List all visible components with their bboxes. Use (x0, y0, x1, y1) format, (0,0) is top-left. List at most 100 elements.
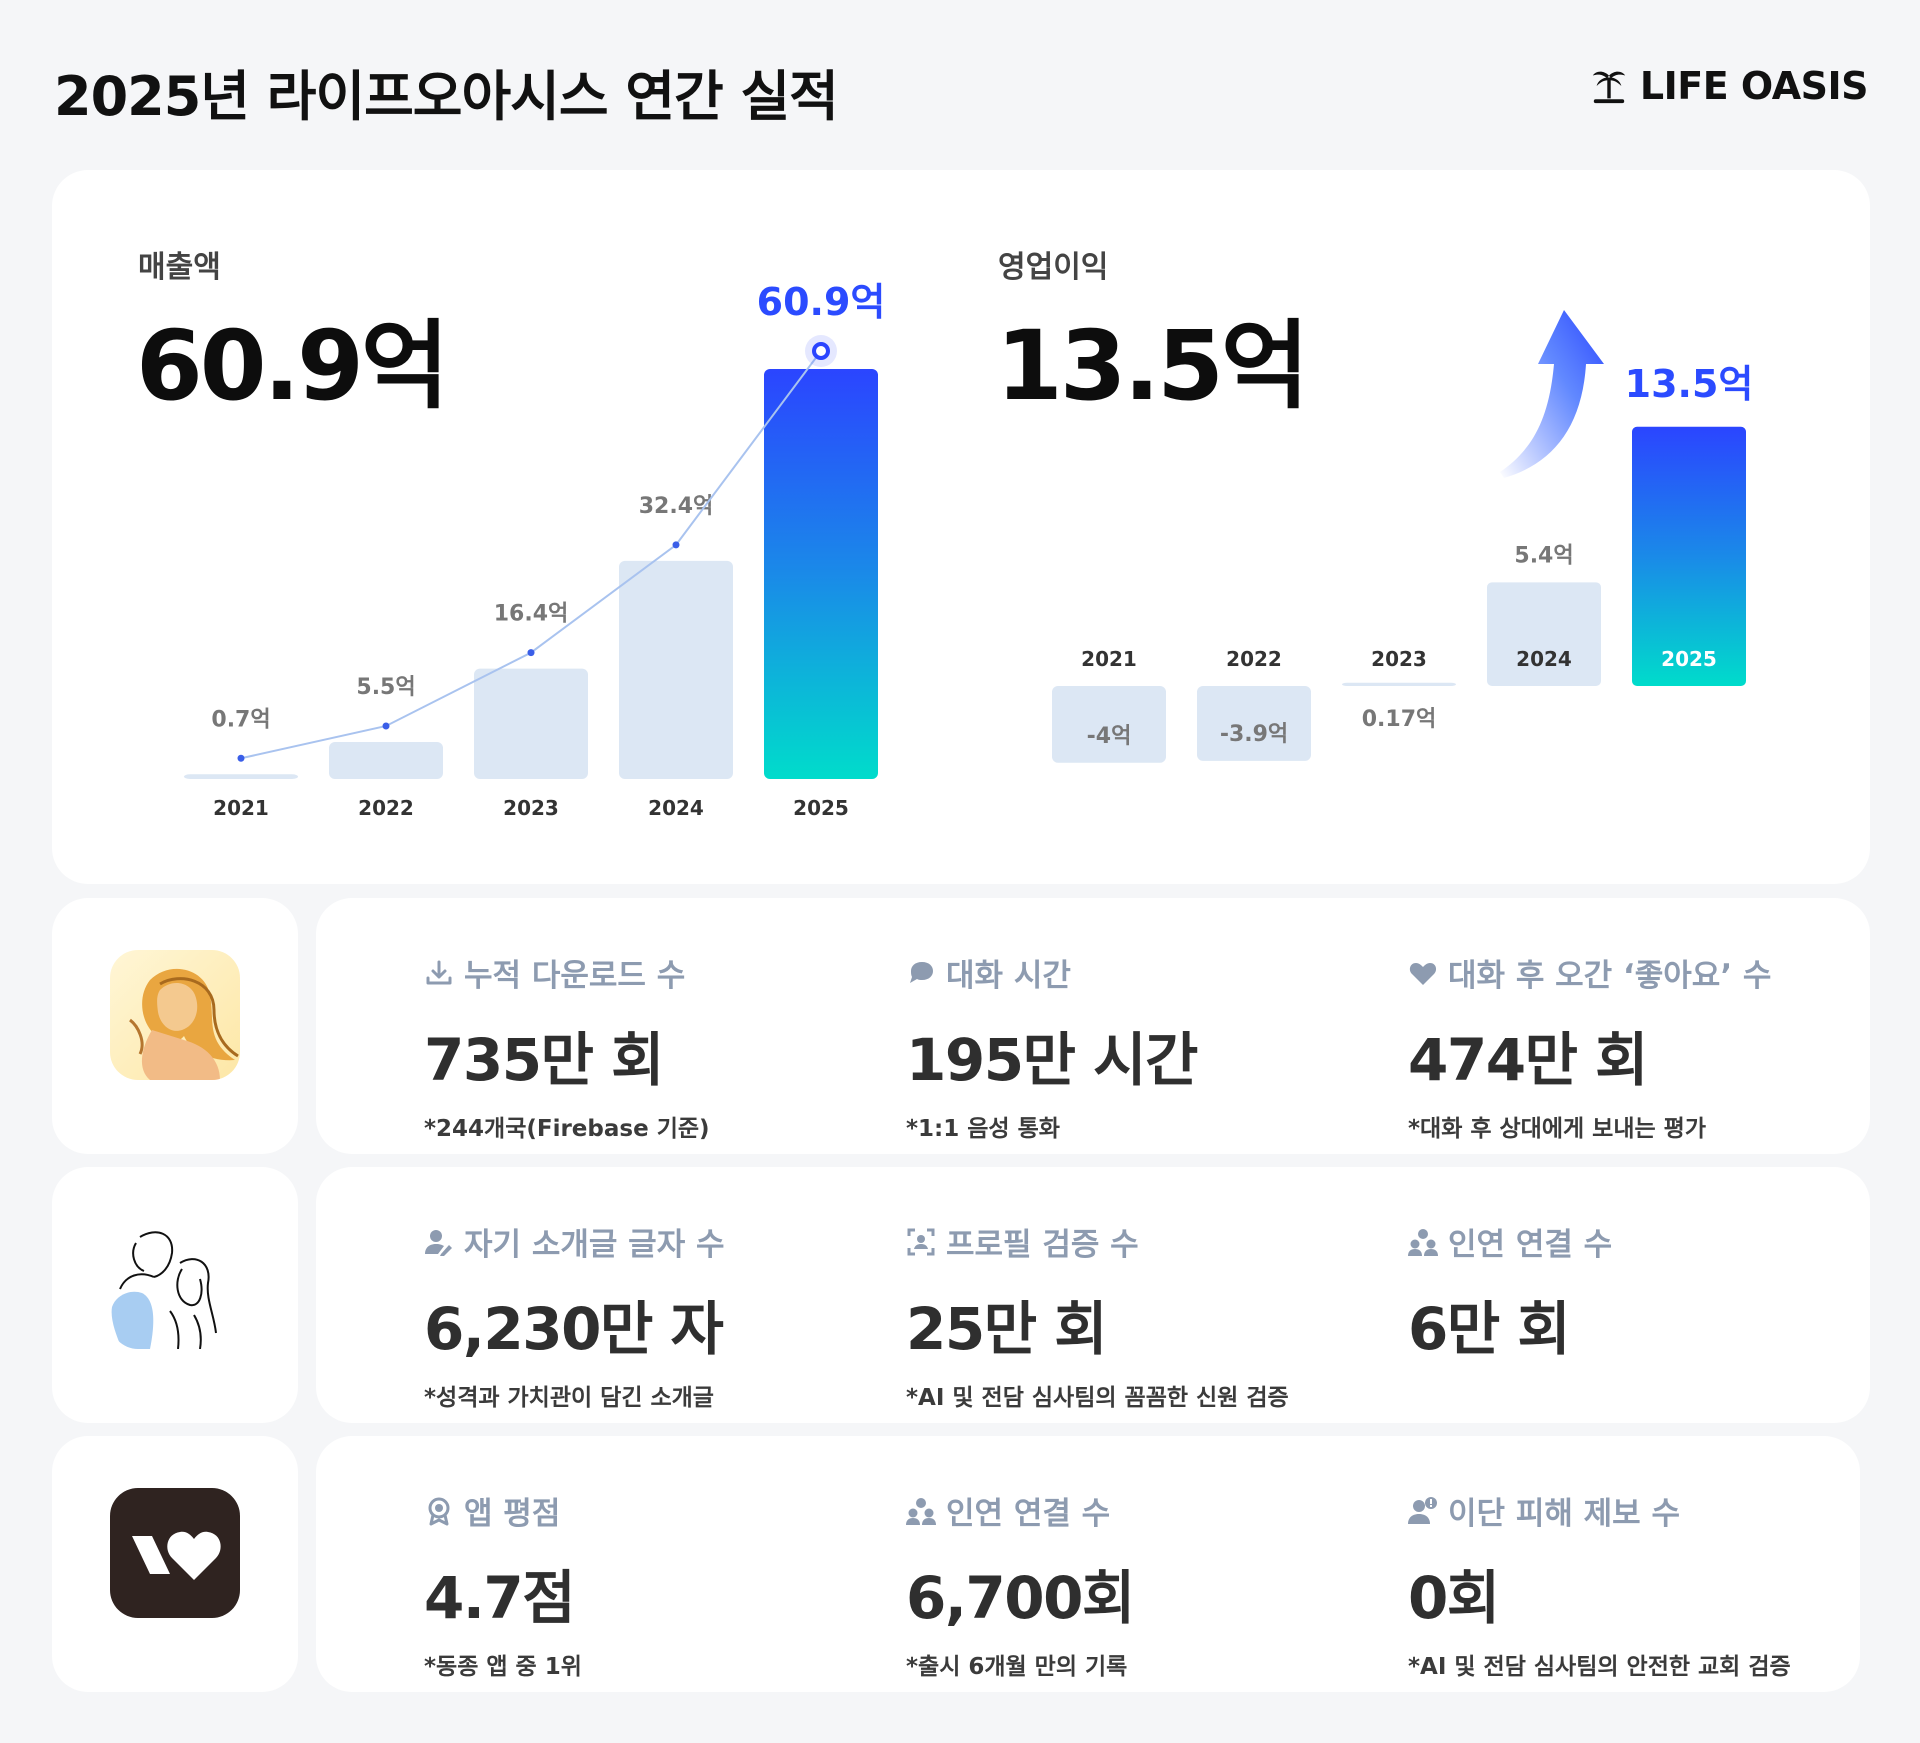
stat-connections: 인연 연결 수 6만 회 (1408, 1219, 1612, 1366)
profit-chart: 2021 -4억 2022 -3.9억 2023 0.17억 2024 5.4억 2025 13.… (1052, 362, 1753, 763)
stat-title: 앱 평점 (464, 1496, 561, 1532)
app-card-1 (52, 898, 298, 1154)
stat-connections-2: 인연 연결 수 6,700회 *출시 6개월 만의 기록 (906, 1488, 1135, 1681)
stat-rating: 앱 평점 4.7점 *동종 앱 중 1위 (424, 1488, 582, 1681)
revenue-bar (184, 774, 298, 779)
stat-title: 인연 연결 수 (1448, 1227, 1613, 1263)
stat-value: 25만 회 (906, 1295, 1108, 1363)
stat-title: 자기 소개글 글자 수 (464, 1227, 725, 1263)
stat-value: 6,700회 (906, 1564, 1135, 1632)
stat-value: 195만 시간 (906, 1026, 1198, 1094)
profit-tick-label: 2022 (1226, 647, 1282, 671)
revenue-data-label: 32.4억 (639, 494, 714, 519)
brand-logo: LIFE OASIS (1590, 64, 1869, 108)
revenue-point (672, 541, 680, 549)
stat-title: 프로필 검증 수 (946, 1227, 1139, 1263)
revenue-label: 매출액 (138, 250, 221, 285)
palm-tree-icon (1592, 71, 1626, 104)
stats-card-3: 앱 평점 4.7점 *동종 앱 중 1위 인연 연결 수 6,700회 *출시 … (316, 1436, 1860, 1692)
profit-bar (1197, 686, 1311, 761)
stat-value: 474만 회 (1408, 1026, 1648, 1094)
group-users-icon (906, 1497, 936, 1525)
stat-note: *동종 앱 중 1위 (424, 1654, 582, 1680)
stats-card-2: 자기 소개글 글자 수 6,230만 자 *성격과 가치관이 담긴 소개글 프로… (316, 1167, 1870, 1423)
stat-value: 6,230만 자 (424, 1295, 724, 1363)
woman-illustration-app-icon[interactable] (110, 950, 240, 1080)
stat-title: 인연 연결 수 (946, 1496, 1111, 1532)
stat-value: 735만 회 (424, 1026, 664, 1094)
stat-note: *AI 및 전담 심사팀의 안전한 교회 검증 (1408, 1654, 1791, 1680)
revenue-data-label: 60.9억 (757, 280, 886, 324)
app-card-2 (52, 1167, 298, 1423)
heart-logo-app-icon[interactable] (110, 1488, 240, 1618)
stat-intro-chars: 자기 소개글 글자 수 6,230만 자 *성격과 가치관이 담긴 소개글 (424, 1219, 725, 1412)
stat-note: *성격과 가치관이 담긴 소개글 (424, 1385, 714, 1411)
profit-data-label: 0.17억 (1362, 707, 1437, 732)
face-scan-icon (907, 1228, 935, 1255)
profit-tick-label: 2023 (1371, 647, 1427, 671)
revenue-point (812, 342, 830, 360)
revenue-bar (764, 369, 878, 779)
profit-tick-label: 2024 (1516, 647, 1572, 671)
stat-title: 대화 시간 (946, 958, 1071, 994)
stat-cult-reports: 이단 피해 제보 수 0회 *AI 및 전담 심사팀의 안전한 교회 검증 (1408, 1488, 1791, 1681)
profit-label: 영업이익 (998, 250, 1109, 285)
revenue-tick-label: 2022 (358, 796, 414, 820)
stat-value: 6만 회 (1408, 1295, 1571, 1363)
financial-charts: 2021 0.7억 2022 5.5억 2023 16.4억 2024 32.4억 2025 60… (184, 280, 1753, 820)
revenue-point (237, 754, 245, 762)
revenue-tick-label: 2023 (503, 796, 559, 820)
stat-note: *244개국(Firebase 기준) (424, 1116, 710, 1142)
brand-name: LIFE OASIS (1639, 64, 1869, 108)
profit-tick-label: 2021 (1081, 647, 1137, 671)
stat-value: 4.7점 (424, 1564, 576, 1632)
couple-sketch-app-icon[interactable] (110, 1219, 240, 1349)
profit-value: 13.5억 (996, 310, 1309, 422)
stat-note: *1:1 음성 통화 (906, 1116, 1060, 1142)
revenue-bar (329, 741, 443, 779)
stat-downloads: 누적 다운로드 수 735만 회 *244개국(Firebase 기준) (424, 950, 710, 1143)
revenue-point (527, 649, 535, 657)
stat-note: *AI 및 전담 심사팀의 꼼꼼한 신원 검증 (906, 1385, 1289, 1411)
profit-bar (1342, 682, 1456, 686)
revenue-value: 60.9억 (136, 310, 449, 422)
profit-bar (1052, 686, 1166, 763)
profit-data-label: 13.5억 (1625, 362, 1754, 406)
heart-icon (1409, 962, 1437, 985)
group-users-icon (1408, 1228, 1438, 1256)
stat-talk-time: 대화 시간 195만 시간 *1:1 음성 통화 (906, 950, 1198, 1143)
revenue-data-label: 16.4억 (494, 602, 569, 627)
growth-arrow-icon (1500, 310, 1604, 478)
download-icon (426, 960, 452, 984)
revenue-tick-label: 2025 (793, 796, 849, 820)
revenue-data-label: 5.5억 (356, 675, 415, 700)
stat-title: 대화 후 오간 ‘좋아요’ 수 (1448, 958, 1772, 994)
stat-value: 0회 (1408, 1564, 1500, 1632)
revenue-tick-label: 2021 (213, 796, 269, 820)
page-title: 2025년 라이프오아시스 연간 실적 (54, 65, 839, 128)
revenue-data-label: 0.7억 (211, 707, 270, 732)
revenue-chart: 2021 0.7억 2022 5.5억 2023 16.4억 2024 32.4억 2025 60… (184, 280, 885, 820)
user-alert-icon (1408, 1496, 1437, 1524)
revenue-tick-label: 2024 (648, 796, 704, 820)
app-card-3 (52, 1436, 298, 1692)
profit-data-label: -4억 (1087, 724, 1132, 749)
stat-title: 누적 다운로드 수 (464, 958, 686, 994)
stat-note: *출시 6개월 만의 기록 (906, 1654, 1128, 1680)
stat-profile-verify: 프로필 검증 수 25만 회 *AI 및 전담 심사팀의 꼼꼼한 신원 검증 (906, 1219, 1289, 1412)
stat-note: *대화 후 상대에게 보내는 평가 (1408, 1116, 1706, 1142)
profit-tick-label: 2025 (1661, 647, 1717, 671)
profit-bar (1487, 582, 1601, 686)
chat-bubble-icon (910, 961, 933, 983)
user-edit-icon (425, 1229, 452, 1256)
profit-data-label: -3.9억 (1220, 722, 1288, 747)
stats-card-1: 누적 다운로드 수 735만 회 *244개국(Firebase 기준) 대화 … (316, 898, 1870, 1154)
revenue-point (382, 722, 390, 730)
financials-card: 매출액 60.9억 영업이익 13.5억 2021 0.7억 2022 5.5억 202… (52, 170, 1870, 884)
stat-likes: 대화 후 오간 ‘좋아요’ 수 474만 회 *대화 후 상대에게 보내는 평가 (1408, 950, 1771, 1143)
profit-bar (1632, 426, 1746, 686)
profit-data-label: 5.4억 (1514, 543, 1573, 568)
stat-title: 이단 피해 제보 수 (1448, 1496, 1681, 1532)
revenue-bar (474, 668, 588, 779)
revenue-bar (619, 560, 733, 779)
